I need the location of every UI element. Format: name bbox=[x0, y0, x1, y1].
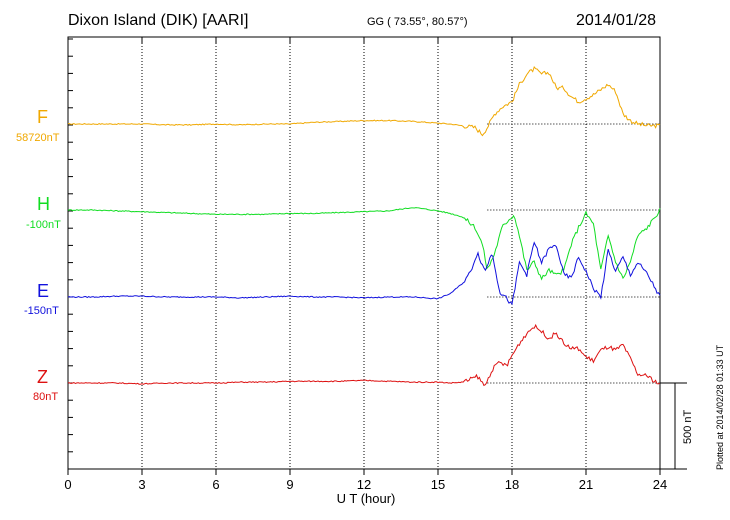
channel-f-label: F bbox=[37, 107, 48, 127]
x-tick-label-21: 21 bbox=[579, 477, 593, 492]
channel-h-label: H bbox=[37, 194, 50, 214]
channel-f-baseline: 58720nT bbox=[16, 132, 60, 144]
x-tick-label-3: 3 bbox=[138, 477, 145, 492]
channel-h-baseline: -100nT bbox=[26, 219, 61, 231]
series-f bbox=[68, 66, 661, 137]
x-tick-label-18: 18 bbox=[505, 477, 519, 492]
series-e bbox=[67, 241, 661, 306]
x-axis-label: U T (hour) bbox=[337, 491, 396, 506]
x-axis-ticks: 0 3 6 9 12 15 18 21 24 bbox=[64, 37, 667, 492]
baseline-gridlines bbox=[487, 123, 660, 384]
plot-date: 2014/01/28 bbox=[576, 12, 657, 29]
station-title: Dixon Island (DIK) [AARI] bbox=[68, 12, 249, 29]
geographic-coordinates: GG ( 73.55°, 80.57°) bbox=[367, 16, 468, 28]
channel-e-label: E bbox=[37, 281, 50, 301]
scale-bar-label: 500 nT bbox=[682, 409, 694, 444]
x-tick-label-0: 0 bbox=[64, 477, 71, 492]
x-tick-label-6: 6 bbox=[212, 477, 219, 492]
plot-timestamp: Plotted at 2014/02/28 01:33 UT bbox=[715, 344, 725, 470]
data-series bbox=[67, 66, 661, 387]
x-tick-label-9: 9 bbox=[286, 477, 293, 492]
series-z bbox=[67, 323, 661, 387]
channel-z-label: Z bbox=[37, 367, 48, 387]
channel-z-baseline: 80nT bbox=[33, 391, 59, 403]
vertical-gridlines bbox=[141, 37, 587, 469]
series-h bbox=[67, 207, 661, 281]
left-axis-ticks bbox=[68, 38, 73, 453]
x-tick-label-15: 15 bbox=[431, 477, 445, 492]
scale-bar bbox=[660, 382, 687, 470]
channel-e-baseline: -150nT bbox=[24, 305, 59, 317]
x-tick-label-24: 24 bbox=[653, 477, 667, 492]
x-tick-label-12: 12 bbox=[357, 477, 371, 492]
